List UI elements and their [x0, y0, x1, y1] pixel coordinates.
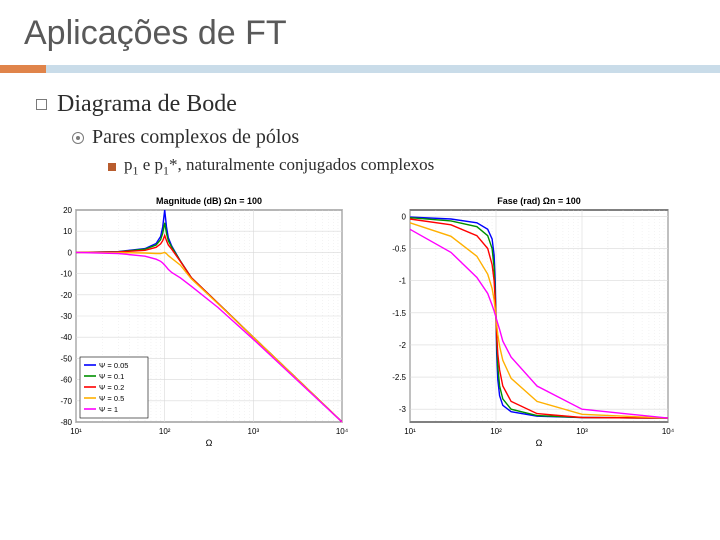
- slide-title: Aplicações de FT: [0, 0, 720, 59]
- svg-text:20: 20: [63, 206, 72, 215]
- svg-text:Ψ = 0.1: Ψ = 0.1: [99, 372, 124, 381]
- svg-text:-80: -80: [60, 418, 72, 427]
- accent-bar: [0, 65, 720, 73]
- svg-text:Ψ = 1: Ψ = 1: [99, 405, 118, 414]
- svg-text:10: 10: [63, 228, 72, 237]
- svg-text:Ω: Ω: [536, 438, 543, 448]
- svg-text:-70: -70: [60, 397, 72, 406]
- slide: Aplicações de FT Diagrama de Bode Pares …: [0, 0, 720, 540]
- svg-text:-3: -3: [399, 406, 407, 415]
- svg-text:-0.5: -0.5: [392, 245, 406, 254]
- svg-text:10²: 10²: [490, 427, 502, 436]
- bullet1-text: Diagrama de Bode: [57, 91, 237, 118]
- svg-text:Ψ = 0.2: Ψ = 0.2: [99, 383, 124, 392]
- svg-text:-2.5: -2.5: [392, 373, 406, 382]
- svg-text:10⁴: 10⁴: [336, 427, 349, 436]
- content-area: Diagrama de Bode Pares complexos de pólo…: [0, 73, 720, 178]
- accent-bar-right: [46, 65, 720, 73]
- svg-text:Ψ = 0.05: Ψ = 0.05: [99, 361, 128, 370]
- svg-text:10⁴: 10⁴: [662, 427, 675, 436]
- square-bullet-icon: [36, 99, 47, 110]
- svg-text:10³: 10³: [576, 427, 588, 436]
- svg-text:10²: 10²: [159, 427, 171, 436]
- svg-text:-50: -50: [60, 355, 72, 364]
- svg-text:-40: -40: [60, 334, 72, 343]
- svg-text:-1.5: -1.5: [392, 309, 406, 318]
- accent-bar-left: [0, 65, 46, 73]
- svg-text:Ω: Ω: [206, 438, 213, 448]
- svg-text:0: 0: [68, 249, 73, 258]
- magnitude-chart: -80 -70 -60 -50 -40 -30 -20 -10 0 10 20 10¹ 10² 10³ 10…: [40, 190, 350, 455]
- bullet2-text: Pares complexos de pólos: [92, 126, 299, 149]
- svg-text:-10: -10: [60, 270, 72, 279]
- bullet-level-1: Diagrama de Bode: [36, 91, 684, 118]
- svg-text:-30: -30: [60, 312, 72, 321]
- mini-square-bullet-icon: [108, 163, 116, 171]
- svg-text:10¹: 10¹: [70, 427, 82, 436]
- svg-text:0: 0: [402, 213, 407, 222]
- svg-text:-1: -1: [399, 277, 407, 286]
- svg-text:10³: 10³: [248, 427, 260, 436]
- svg-text:-60: -60: [60, 376, 72, 385]
- svg-text:Ψ = 0.5: Ψ = 0.5: [99, 394, 124, 403]
- svg-text:Magnitude (dB) Ωn = 100: Magnitude (dB) Ωn = 100: [156, 196, 262, 206]
- charts-row: -80-70-60-50-40-30-20-100102010¹10²10³10…: [0, 190, 720, 455]
- svg-text:-20: -20: [60, 291, 72, 300]
- bullet3-text: p1 e p1*, naturalmente conjugados comple…: [124, 155, 434, 178]
- bullet-level-2: Pares complexos de pólos: [72, 126, 684, 149]
- circle-bullet-icon: [72, 132, 84, 144]
- svg-text:-2: -2: [399, 341, 407, 350]
- phase-chart: -3 -2.5 -2 -1.5 -1 -0.5 0 10¹ 10² 10³ 10⁴ Fase (rad…: [376, 190, 676, 455]
- svg-text:10¹: 10¹: [404, 427, 416, 436]
- svg-text:Fase (rad) Ωn = 100: Fase (rad) Ωn = 100: [497, 196, 581, 206]
- bullet-level-3: p1 e p1*, naturalmente conjugados comple…: [108, 155, 684, 178]
